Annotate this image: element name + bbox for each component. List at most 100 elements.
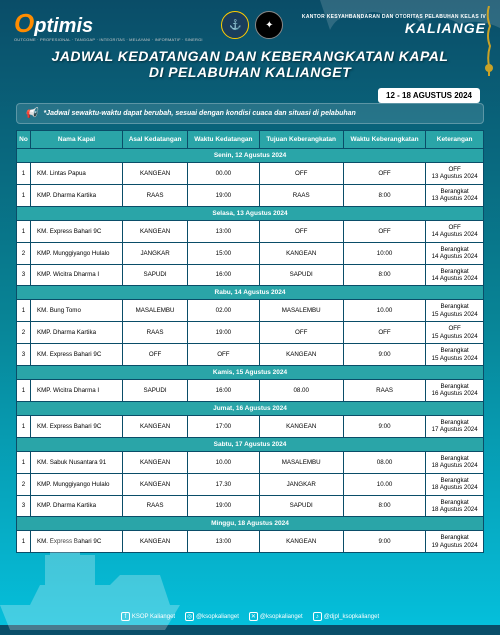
cell-wk: 00.00 bbox=[188, 163, 259, 185]
cell-no: 1 bbox=[17, 163, 31, 185]
cell-wb: 10.00 bbox=[343, 473, 425, 495]
note-bar: 📢 *Jadwal sewaktu-waktu dapat berubah, s… bbox=[16, 103, 484, 124]
cell-nama: KM. Express Bahari 9C bbox=[31, 344, 123, 366]
table-body: Senin, 12 Agustus 20241KM. Lintas PapuaK… bbox=[17, 149, 484, 553]
cell-wk: 13:00 bbox=[188, 531, 259, 553]
cell-nama: KMP. Munggiyango Hulalo bbox=[31, 473, 123, 495]
table-row: 1KM. Sabuk Nusantara 91KANGEAN10.00MASAL… bbox=[17, 451, 484, 473]
social-instagram[interactable]: ◎@ksopkalianget bbox=[185, 612, 239, 621]
cell-ket: Berangkat15 Agustus 2024 bbox=[426, 344, 484, 366]
cell-wk: OFF bbox=[188, 344, 259, 366]
cell-wb: OFF bbox=[343, 163, 425, 185]
day-header-row: Kamis, 15 Agustus 2024 bbox=[17, 366, 484, 380]
cell-tujuan: KANGEAN bbox=[259, 415, 343, 437]
day-label: Sabtu, 17 Agustus 2024 bbox=[17, 437, 484, 451]
cell-no: 1 bbox=[17, 300, 31, 322]
cell-tujuan: OFF bbox=[259, 163, 343, 185]
social-tiktok[interactable]: ♪@djpl_ksopkalianget bbox=[313, 612, 379, 621]
cell-no: 3 bbox=[17, 495, 31, 517]
cell-asal: MASALEMBU bbox=[122, 300, 187, 322]
table-row: 2KMP. Munggiyango HulaloJANGKAR15:00KANG… bbox=[17, 242, 484, 264]
title-line2: DI PELABUHAN KALIANGET bbox=[20, 64, 480, 80]
cell-tujuan: SAPUDI bbox=[259, 495, 343, 517]
cell-wb: RAAS bbox=[343, 380, 425, 402]
day-header-row: Jumat, 16 Agustus 2024 bbox=[17, 401, 484, 415]
cell-wb: 9:00 bbox=[343, 531, 425, 553]
cell-wb: 10:00 bbox=[343, 242, 425, 264]
cell-tujuan: KANGEAN bbox=[259, 242, 343, 264]
cell-tujuan: SAPUDI bbox=[259, 264, 343, 286]
center-emblems: ⚓ ✦ bbox=[221, 11, 283, 39]
day-header-row: Selasa, 13 Agustus 2024 bbox=[17, 206, 484, 220]
cell-nama: KMP. Dharma Kartika bbox=[31, 322, 123, 344]
cell-wk: 17.30 bbox=[188, 473, 259, 495]
cell-wb: 10.00 bbox=[343, 300, 425, 322]
cell-wk: 19:00 bbox=[188, 322, 259, 344]
cell-asal: KANGEAN bbox=[122, 473, 187, 495]
table-row: 1KM. Bung TomoMASALEMBU02.00MASALEMBU10.… bbox=[17, 300, 484, 322]
cell-nama: KM. Lintas Papua bbox=[31, 163, 123, 185]
cell-ket: Berangkat17 Agustus 2024 bbox=[426, 415, 484, 437]
cell-nama: KM. Bung Tomo bbox=[31, 300, 123, 322]
schedule-table: No Nama Kapal Asal Kedatangan Waktu Keda… bbox=[16, 130, 484, 553]
cell-wb: 8:00 bbox=[343, 264, 425, 286]
twitter-icon: ✕ bbox=[249, 612, 258, 621]
logo-o: O bbox=[14, 8, 34, 38]
col-asal: Asal Kedatangan bbox=[122, 131, 187, 149]
cell-no: 3 bbox=[17, 344, 31, 366]
cell-wb: 08.00 bbox=[343, 451, 425, 473]
cell-nama: KM. Sabuk Nusantara 91 bbox=[31, 451, 123, 473]
logo-optimis: Optimis OUTCOME · PROFESIONAL · TANGGAP … bbox=[14, 8, 203, 42]
cell-ket: Berangkat18 Agustus 2024 bbox=[426, 495, 484, 517]
logo-rest: ptimis bbox=[34, 15, 93, 37]
cell-wk: 02.00 bbox=[188, 300, 259, 322]
cell-wk: 16:00 bbox=[188, 380, 259, 402]
cell-wb: OFF bbox=[343, 322, 425, 344]
tiktok-icon: ♪ bbox=[313, 612, 322, 621]
cell-ket: Berangkat13 Agustus 2024 bbox=[426, 184, 484, 206]
col-wb: Waktu Keberangkatan bbox=[343, 131, 425, 149]
cell-nama: KM. Express Bahari 9C bbox=[31, 415, 123, 437]
cell-no: 1 bbox=[17, 415, 31, 437]
cell-no: 1 bbox=[17, 220, 31, 242]
table-row: 2KMP. Munggiyango HulaloKANGEAN17.30JANG… bbox=[17, 473, 484, 495]
cell-wb: 9:00 bbox=[343, 415, 425, 437]
cell-ket: Berangkat18 Agustus 2024 bbox=[426, 473, 484, 495]
cell-asal: RAAS bbox=[122, 322, 187, 344]
cell-ket: OFF14 Agustus 2024 bbox=[426, 220, 484, 242]
cell-wk: 15:00 bbox=[188, 242, 259, 264]
col-wk: Waktu Kedatangan bbox=[188, 131, 259, 149]
cell-wk: 17:00 bbox=[188, 415, 259, 437]
cell-tujuan: OFF bbox=[259, 322, 343, 344]
cell-asal: KANGEAN bbox=[122, 451, 187, 473]
cell-ket: Berangkat16 Agustus 2024 bbox=[426, 380, 484, 402]
cell-asal: KANGEAN bbox=[122, 163, 187, 185]
social-facebook[interactable]: fKSOP Kalianget bbox=[121, 612, 175, 621]
title-block: JADWAL KEDATANGAN DAN KEBERANGKATAN KAPA… bbox=[0, 46, 500, 86]
facebook-icon: f bbox=[121, 612, 130, 621]
day-header-row: Rabu, 14 Agustus 2024 bbox=[17, 286, 484, 300]
cell-tujuan: 08.00 bbox=[259, 380, 343, 402]
cell-no: 3 bbox=[17, 264, 31, 286]
cell-tujuan: MASALEMBU bbox=[259, 451, 343, 473]
day-label: Jumat, 16 Agustus 2024 bbox=[17, 401, 484, 415]
cell-asal: SAPUDI bbox=[122, 264, 187, 286]
cell-wk: 10.00 bbox=[188, 451, 259, 473]
table-row: 1KMP. Dharma KartikaRAAS19:00RAAS8:00Ber… bbox=[17, 184, 484, 206]
cell-wb: 9:00 bbox=[343, 344, 425, 366]
footer-socials: fKSOP Kalianget ◎@ksopkalianget ✕@ksopka… bbox=[0, 612, 500, 621]
cell-asal: RAAS bbox=[122, 495, 187, 517]
social-twitter[interactable]: ✕@ksopkalianget bbox=[249, 612, 303, 621]
cell-asal: OFF bbox=[122, 344, 187, 366]
col-nama: Nama Kapal bbox=[31, 131, 123, 149]
day-header-row: Sabtu, 17 Agustus 2024 bbox=[17, 437, 484, 451]
cell-wb: OFF bbox=[343, 220, 425, 242]
title-line1: JADWAL KEDATANGAN DAN KEBERANGKATAN KAPA… bbox=[20, 48, 480, 64]
cell-ket: Berangkat19 Agustus 2024 bbox=[426, 531, 484, 553]
cell-no: 1 bbox=[17, 451, 31, 473]
cell-ket: OFF13 Agustus 2024 bbox=[426, 163, 484, 185]
cell-asal: JANGKAR bbox=[122, 242, 187, 264]
day-label: Selasa, 13 Agustus 2024 bbox=[17, 206, 484, 220]
cell-tujuan: KANGEAN bbox=[259, 531, 343, 553]
cell-nama: KMP. Wicitra Dharma I bbox=[31, 264, 123, 286]
